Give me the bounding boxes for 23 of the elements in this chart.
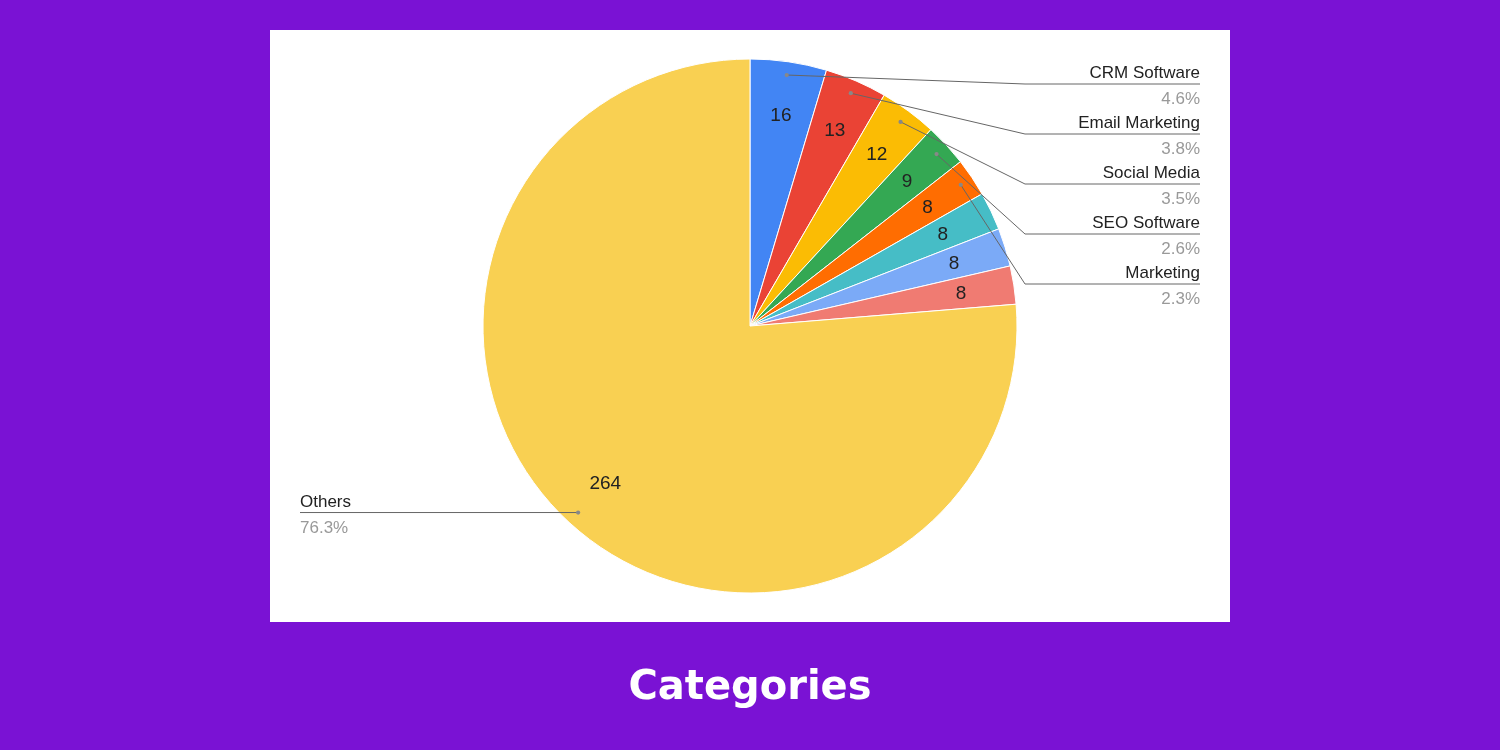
slice-label: Social Media [1102,163,1201,182]
text: 3.5% [1161,189,1200,208]
slice-label: Marketing [1125,263,1200,282]
text: 2.3% [1161,289,1200,308]
text: 76.3% [300,517,349,537]
text: Categories [627,662,873,708]
text: 4.6% [1161,89,1200,108]
text: 3.8% [1161,139,1200,158]
text: 2.6% [1161,239,1200,258]
data-label: 8 [937,223,949,245]
slice-label: SEO Software [1092,213,1200,232]
pie-slice [482,58,1018,594]
data-label: 16 [770,103,792,125]
data-label: 13 [824,118,846,140]
data-label: 8 [948,251,960,273]
data-label: 8 [922,196,933,218]
slice-label: Email Marketing [1078,113,1200,132]
data-label: 8 [955,282,967,304]
data-label: 12 [866,143,888,165]
data-label: 9 [901,170,913,192]
slice-label: CRM Software [1089,63,1200,82]
slice-label: Others [300,491,352,511]
data-label: 264 [589,472,622,494]
